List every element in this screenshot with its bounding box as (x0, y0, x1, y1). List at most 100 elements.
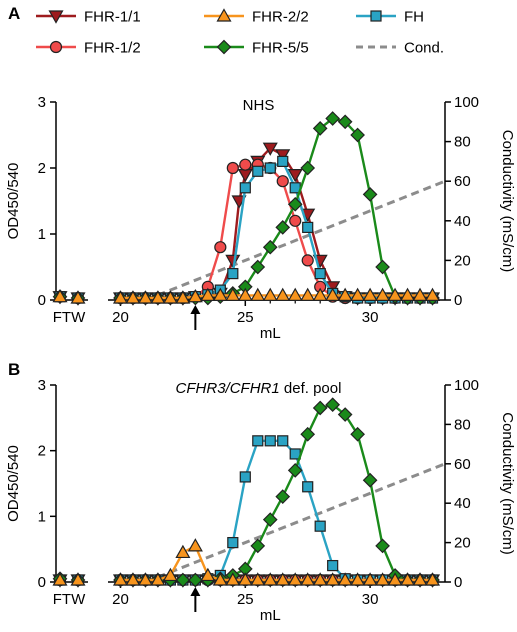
x-tick-label: 25 (237, 591, 254, 608)
data-point-fhr-2-2 (275, 287, 291, 301)
data-point-fhr-2-2 (162, 290, 178, 304)
data-point-fhr-1-1 (275, 149, 291, 163)
data-point-fhr-5-5 (275, 220, 291, 235)
data-point-fhr-2-2 (362, 572, 378, 586)
data-point-fhr-2-2 (212, 287, 228, 301)
data-point-fhr-2-2 (300, 287, 316, 301)
data-point-fhr-5-5 (312, 400, 328, 416)
data-point-fh (314, 268, 326, 280)
data-point-fhr-2-2 (137, 290, 153, 304)
data-point-fhr-2-2 (312, 287, 328, 301)
legend-label-fhr-5-5: FHR-5/5 (252, 40, 309, 57)
legend-entry-fh: FH (356, 9, 424, 26)
data-point-fh (264, 162, 276, 174)
data-point-fhr-5-5 (275, 489, 291, 504)
data-point-fhr-2-2 (250, 287, 266, 301)
data-point-fh (252, 435, 264, 447)
data-point-fhr-2-2 (225, 287, 241, 301)
data-point-fh (227, 536, 239, 549)
data-point-fh (239, 471, 251, 483)
legend-entry-fhr-1-1: FHR-1/1 (36, 9, 141, 26)
data-point-fhr-2-2 (187, 288, 203, 303)
x-axis-label: mL (260, 607, 281, 624)
data-point-fhr-2-2 (237, 572, 253, 586)
legend-entry-cond: Cond. (356, 40, 444, 57)
ftw-point-fhr-2-2 (52, 288, 68, 303)
data-point-fhr-2-2 (162, 567, 178, 582)
ftw-label: FTW (53, 309, 86, 326)
y-axis-label-right: Conductivity (mS/cm) (499, 130, 516, 273)
data-point-fhr-5-5 (350, 426, 365, 442)
data-point-fhr-1-1 (287, 169, 303, 183)
data-point-fhr-5-5 (287, 463, 303, 478)
data-point-fhr-2-2 (424, 572, 441, 586)
data-point-fhr-2-2 (125, 290, 141, 304)
data-point-fhr-2-2 (412, 287, 428, 301)
data-point-fhr-5-5 (375, 259, 390, 275)
legend: FHR-1/1 FHR-2/2 FH FHR-1/2 FHR-5/5 Cond. (36, 8, 444, 57)
data-point-fhr-2-2 (350, 287, 366, 301)
y-tick-label-left: 2 (38, 160, 46, 177)
data-point-fhr-5-5 (375, 538, 390, 554)
data-point-fhr-5-5 (262, 239, 278, 255)
data-point-fh (239, 182, 251, 194)
data-point-fhr-1-2 (226, 161, 239, 175)
x-tick-label: 20 (112, 591, 129, 608)
x-tick-label: 20 (112, 309, 129, 326)
legend-marker-fh (370, 10, 382, 22)
data-point-fhr-2-2 (275, 572, 291, 586)
data-point-fh (327, 559, 339, 572)
data-point-fh (302, 221, 314, 233)
arrow-head (190, 587, 201, 596)
data-point-fhr-5-5 (337, 114, 353, 130)
y-tick-label-right: 80 (454, 134, 471, 151)
y-tick-label-right: 40 (454, 495, 471, 512)
series-fhr-5-5 (52, 111, 440, 306)
data-point-fhr-5-5 (300, 426, 316, 442)
data-point-fhr-2-2 (350, 572, 366, 586)
data-point-fh (314, 520, 326, 532)
y-tick-label-left: 1 (38, 508, 46, 525)
legend-label-cond: Cond. (404, 40, 444, 57)
data-point-fhr-2-2 (175, 544, 191, 559)
data-point-fhr-2-2 (112, 290, 129, 304)
data-point-fhr-2-2 (150, 572, 166, 586)
data-point-fhr-2-2 (200, 287, 216, 301)
x-tick-label: 30 (362, 591, 379, 608)
data-point-fhr-2-2 (387, 287, 403, 301)
conductivity-line (144, 462, 446, 584)
data-point-fh (302, 481, 314, 493)
data-point-fhr-1-1 (262, 142, 278, 156)
y-axis-label-left: OD450/540 (5, 445, 22, 522)
data-point-fhr-2-2 (137, 572, 153, 586)
y-tick-label-left: 3 (38, 94, 46, 111)
y-tick-label-right: 0 (454, 292, 462, 309)
data-point-fhr-2-2 (212, 572, 228, 586)
series-fhr-2-2 (52, 287, 441, 304)
data-point-fhr-2-2 (287, 287, 303, 301)
y-tick-label-left: 0 (38, 292, 46, 309)
chart-title-italic: CFHR3/CFHR1 (176, 380, 280, 397)
chart-title: NHS (243, 97, 275, 114)
y-axis-label-right: Conductivity (mS/cm) (499, 412, 516, 555)
y-axis-label-left: OD450/540 (5, 163, 22, 240)
data-point-fhr-2-2 (262, 287, 278, 301)
data-point-fhr-5-5 (312, 121, 328, 136)
y-tick-label-left: 0 (38, 574, 46, 591)
data-point-fhr-2-2 (362, 287, 378, 301)
data-point-fhr-5-5 (300, 160, 316, 176)
y-tick-label-right: 20 (454, 252, 471, 269)
data-point-fhr-2-2 (337, 572, 353, 586)
legend-entry-fhr-2-2: FHR-2/2 (204, 8, 309, 26)
data-point-fhr-2-2 (424, 287, 441, 301)
data-point-fh (264, 435, 276, 447)
y-tick-label-right: 0 (454, 574, 462, 591)
legend-label-fh: FH (404, 9, 424, 26)
arrow-head (190, 305, 201, 314)
data-point-fhr-2-2 (287, 572, 303, 586)
legend-entry-fhr-1-2: FHR-1/2 (36, 40, 141, 57)
legend-label-fhr-2-2: FHR-2/2 (252, 9, 309, 26)
data-point-fhr-5-5 (325, 111, 341, 126)
